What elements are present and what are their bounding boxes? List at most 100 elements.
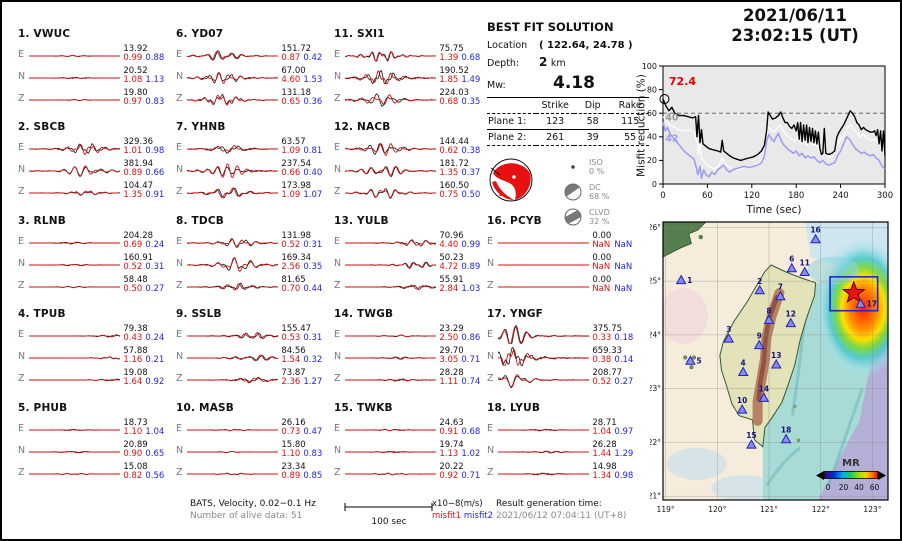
waveform-trace: [28, 378, 121, 382]
trace-values: 20.22 0.92 0.71: [436, 462, 489, 482]
peak-amplitude: 55.91: [439, 274, 464, 285]
component-row: E 329.36 1.01 0.98: [18, 136, 173, 158]
waveform-trace: [344, 50, 437, 62]
component-label: Z: [334, 92, 341, 104]
waveform-trace: [28, 165, 121, 178]
time-scalebar: 100 sec: [343, 502, 435, 532]
peak-amplitude: 15.80: [281, 439, 306, 450]
component-label: Z: [18, 185, 25, 197]
misfit1-value: 0.70: [281, 284, 301, 294]
trace-values: 155.47 0.53 0.31: [278, 324, 331, 344]
trace-values: 13.92 0.99 0.88: [120, 44, 173, 64]
map-station-triangle: [737, 366, 749, 377]
peak-amplitude: 29.70: [439, 345, 464, 356]
lon-tick-label: 121°: [760, 505, 778, 514]
waveform-trace: [497, 374, 590, 388]
trace-values: 24.63 0.91 0.68: [436, 418, 489, 438]
waveform-trace: [186, 282, 279, 291]
misfit1-value: 1.85: [439, 75, 459, 85]
dc-icon: [564, 183, 582, 200]
component-row: N 0.00 NaN NaN: [487, 252, 642, 274]
misfit1-value: 0.97: [123, 97, 143, 107]
station-block: 10. MASB E 26.16 0.73 0.47 N 15.80 1.10 0.83 Z 23.…: [176, 402, 331, 483]
component-label: E: [18, 422, 25, 434]
station-block: 18. LYUB E 28.71 1.04 0.97 N 26.28 1.44 1.29 Z 14.…: [487, 402, 642, 483]
trace-values: 28.28 1.11 0.74: [436, 368, 489, 388]
map-station-triangle: [746, 439, 757, 449]
component-row: E 144.44 0.62 0.38: [334, 136, 489, 158]
waveform-trace: [344, 472, 437, 476]
peak-amplitude: 0.00: [592, 230, 612, 241]
component-label: Z: [176, 279, 183, 291]
map-station-triangle: [736, 404, 748, 414]
station-title: 1. VWUC: [18, 28, 71, 40]
component-row: N 84.56 1.54 0.32: [176, 345, 331, 367]
waveform-trace: [28, 55, 121, 58]
waveform-trace: [344, 143, 437, 156]
waveform-trace: [28, 451, 121, 454]
synthetic-waveform: [186, 94, 279, 106]
map-station-triangle: [780, 433, 792, 444]
synthetic-waveform: [344, 189, 437, 199]
station-title: 11. SXI1: [334, 28, 385, 40]
station-block: 17. YNGF E 375.75 0.33 0.18 N 659.33 0.38 0.14 Z 2…: [487, 308, 642, 389]
annotation-42: 42: [665, 134, 678, 145]
misfit2-value: 1.07: [303, 190, 323, 200]
nodal-planes-table: Strike Dip Rake Plane 1: 123 58 115 Plan…: [487, 97, 649, 146]
component-label: N: [176, 70, 184, 82]
misfit1-value: 1.08: [123, 75, 143, 85]
misfit1-value: 0.66: [281, 168, 301, 178]
synthetic-waveform: [28, 77, 121, 80]
peak-amplitude: 28.71: [592, 417, 617, 428]
misfit2-value: 1.27: [303, 377, 323, 387]
bats-line: BATS, Velocity, 0.02−0.1 Hz: [190, 499, 316, 509]
map-station-number: 9: [757, 332, 762, 341]
misfit1-value: 0.75: [439, 190, 459, 200]
station-title: 10. MASB: [176, 402, 234, 414]
waveform-trace: [497, 428, 590, 432]
peak-amplitude: 84.56: [281, 345, 306, 356]
waveform-trace: [186, 472, 279, 476]
synthetic-waveform: [186, 72, 279, 85]
map-station-number: 8: [766, 306, 771, 315]
misfit2-value: 0.71: [461, 471, 481, 481]
component-label: E: [18, 235, 25, 247]
decomp-name: DC: [589, 182, 601, 192]
peak-amplitude: 19.80: [123, 87, 148, 98]
misfit2-value: 0.91: [145, 190, 165, 200]
misfit1-value: 1.11: [439, 377, 459, 387]
decomposition-list: ISO 0 % DC 68 % CLVD 32 %: [563, 154, 610, 229]
mountain-ridge: [756, 295, 780, 402]
lat-tick-label: 26°: [650, 223, 661, 232]
component-row: N 26.28 1.44 1.29: [487, 439, 642, 461]
y-tick-label: 60: [647, 109, 657, 118]
waveform-trace: [28, 241, 121, 245]
best-fit-title: BEST FIT SOLUTION: [487, 20, 614, 34]
station-block: 8. TDCB E 131.98 0.52 0.31 N 169.34 2.56 0.35 Z 81…: [176, 215, 331, 296]
misfit1-value: 4.60: [281, 75, 301, 85]
synthetic-waveform: [497, 472, 590, 476]
waveform-trace: [344, 188, 437, 199]
trace-values: 18.73 1.10 1.04: [120, 418, 173, 438]
misfit1-value: 1.10: [123, 427, 143, 437]
mw-label: Mw:: [487, 80, 506, 91]
trace-values: 19.08 1.64 0.92: [120, 368, 173, 388]
map-station-number: 1: [687, 276, 692, 285]
synthetic-waveform: [344, 261, 437, 269]
component-label: Z: [176, 92, 183, 104]
decomp-label: ISO 0 %: [589, 158, 604, 176]
component-label: N: [18, 163, 26, 175]
misfit2-value: 0.24: [145, 240, 165, 250]
synthetic-waveform: [497, 450, 590, 454]
component-label: Z: [176, 466, 183, 478]
sea-blue-patch: [666, 447, 727, 480]
trace-values: 14.98 1.34 0.98: [589, 462, 642, 482]
trace-values: 70.96 4.40 0.99: [436, 231, 489, 251]
component-row: Z 20.22 0.92 0.71: [334, 461, 489, 483]
trace-values: 169.34 2.56 0.35: [278, 253, 331, 273]
event-time: 23:02:15 (UT): [731, 26, 859, 45]
peak-amplitude: 151.72: [281, 43, 312, 54]
synthetic-waveform: [186, 283, 279, 291]
peak-amplitude: 0.00: [592, 274, 612, 285]
station-block: 13. YULB E 70.96 4.40 0.99 N 50.23 4.72 0.89 Z 55.…: [334, 215, 489, 296]
